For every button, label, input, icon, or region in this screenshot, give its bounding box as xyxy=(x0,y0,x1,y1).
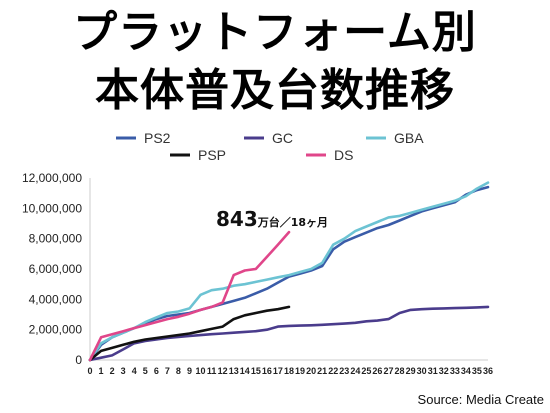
x-tick-label: 2 xyxy=(110,366,115,376)
source-credit: Source: Media Create xyxy=(418,392,544,407)
x-tick-label: 28 xyxy=(395,366,405,376)
legend-label-gc: GC xyxy=(272,130,293,146)
x-tick-label: 10 xyxy=(196,366,206,376)
x-tick-label: 15 xyxy=(251,366,261,376)
y-tick-label: 0 xyxy=(75,353,82,367)
chart-title-line2: 本体普及台数推移 xyxy=(95,65,455,116)
x-tick-label: 36 xyxy=(483,366,493,376)
x-tick-label: 29 xyxy=(406,366,416,376)
x-tick-label: 8 xyxy=(176,366,181,376)
legend-label-ds: DS xyxy=(334,147,353,163)
x-tick-label: 35 xyxy=(472,366,482,376)
legend-label-ps2: PS2 xyxy=(144,130,171,146)
x-tick-label: 34 xyxy=(461,366,471,376)
x-tick-label: 14 xyxy=(240,366,250,376)
y-tick-label: 10,000,000 xyxy=(22,201,82,215)
x-tick-label: 16 xyxy=(262,366,272,376)
x-tick-label: 12 xyxy=(218,366,228,376)
legend-label-psp: PSP xyxy=(198,147,226,163)
x-tick-label: 31 xyxy=(428,366,438,376)
x-tick-label: 6 xyxy=(154,366,159,376)
y-tick-label: 12,000,000 xyxy=(22,171,82,185)
x-tick-label: 19 xyxy=(295,366,305,376)
annotation-unit: 万台／18ヶ月 xyxy=(257,215,328,229)
x-tick-label: 33 xyxy=(450,366,460,376)
x-tick-label: 0 xyxy=(87,366,92,376)
annotation-ds-total: 843万台／18ヶ月 xyxy=(216,207,328,231)
x-tick-label: 1 xyxy=(99,366,104,376)
annotation-value: 843 xyxy=(216,207,258,231)
x-tick-label: 18 xyxy=(284,366,294,376)
y-tick-label: 8,000,000 xyxy=(29,232,83,246)
x-tick-label: 27 xyxy=(383,366,393,376)
series-line-psp xyxy=(88,305,291,362)
y-tick-label: 4,000,000 xyxy=(29,292,83,306)
x-tick-label: 21 xyxy=(317,366,327,376)
x-tick-label: 7 xyxy=(165,366,170,376)
legend-label-gba: GBA xyxy=(394,130,424,146)
x-tick-label: 11 xyxy=(207,366,217,376)
x-tick-label: 17 xyxy=(273,366,283,376)
x-tick-label: 23 xyxy=(339,366,349,376)
chart-title-line1: プラットフォーム別 xyxy=(73,7,477,58)
x-tick-label: 13 xyxy=(229,366,239,376)
y-tick-label: 2,000,000 xyxy=(29,323,83,337)
x-tick-label: 22 xyxy=(328,366,338,376)
x-tick-label: 5 xyxy=(143,366,148,376)
x-tick-label: 32 xyxy=(439,366,449,376)
x-tick-label: 26 xyxy=(372,366,382,376)
x-tick-label: 9 xyxy=(187,366,192,376)
x-tick-label: 20 xyxy=(306,366,316,376)
series-line-ds xyxy=(88,230,291,362)
series-line-gc xyxy=(88,305,490,362)
series-line-gba xyxy=(88,181,490,362)
x-tick-label: 30 xyxy=(417,366,427,376)
x-tick-label: 24 xyxy=(350,366,360,376)
y-tick-label: 6,000,000 xyxy=(29,262,83,276)
x-tick-label: 4 xyxy=(132,366,137,376)
x-tick-label: 25 xyxy=(361,366,371,376)
x-tick-label: 3 xyxy=(121,366,126,376)
series-line-ps2 xyxy=(88,185,490,362)
